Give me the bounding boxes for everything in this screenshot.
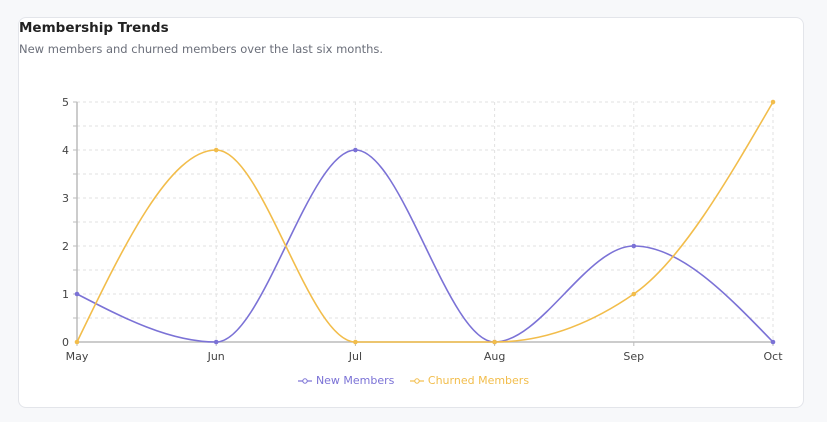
chart-legend: New Members Churned Members bbox=[0, 374, 827, 388]
data-point bbox=[353, 147, 358, 153]
y-tick-label: 0 bbox=[62, 336, 69, 349]
legend-line-icon bbox=[409, 377, 424, 384]
data-point bbox=[492, 339, 497, 345]
card-title: Membership Trends bbox=[19, 20, 169, 36]
x-tick-label: Jul bbox=[348, 350, 362, 363]
series-line-churned-members bbox=[76, 101, 774, 343]
data-point bbox=[213, 339, 219, 345]
y-tick-label: 2 bbox=[62, 240, 69, 253]
x-tick-label: Aug bbox=[484, 350, 505, 363]
legend-item-churned-members[interactable]: Churned Members bbox=[409, 374, 530, 387]
data-point bbox=[74, 291, 80, 297]
y-tick-label: 5 bbox=[62, 96, 69, 109]
data-point bbox=[74, 339, 80, 345]
data-point bbox=[770, 99, 776, 105]
data-point bbox=[353, 339, 358, 345]
legend-line-icon bbox=[297, 377, 312, 384]
legend-label: Churned Members bbox=[427, 374, 530, 387]
x-tick-label: Oct bbox=[763, 350, 783, 363]
data-point bbox=[213, 147, 219, 153]
card-subtitle: New members and churned members over the… bbox=[19, 42, 384, 56]
data-point bbox=[770, 339, 776, 345]
y-tick-label: 1 bbox=[62, 288, 69, 301]
legend-item-new-members[interactable]: New Members bbox=[297, 374, 395, 387]
x-tick-label: Sep bbox=[623, 350, 644, 363]
legend-label: New Members bbox=[315, 374, 395, 387]
membership-trends-card bbox=[18, 17, 804, 408]
x-tick-label: May bbox=[66, 350, 89, 363]
y-tick-label: 4 bbox=[62, 144, 69, 157]
y-tick-label: 3 bbox=[62, 192, 69, 205]
data-point bbox=[631, 243, 637, 249]
data-point bbox=[631, 291, 637, 297]
x-tick-label: Jun bbox=[207, 350, 225, 363]
